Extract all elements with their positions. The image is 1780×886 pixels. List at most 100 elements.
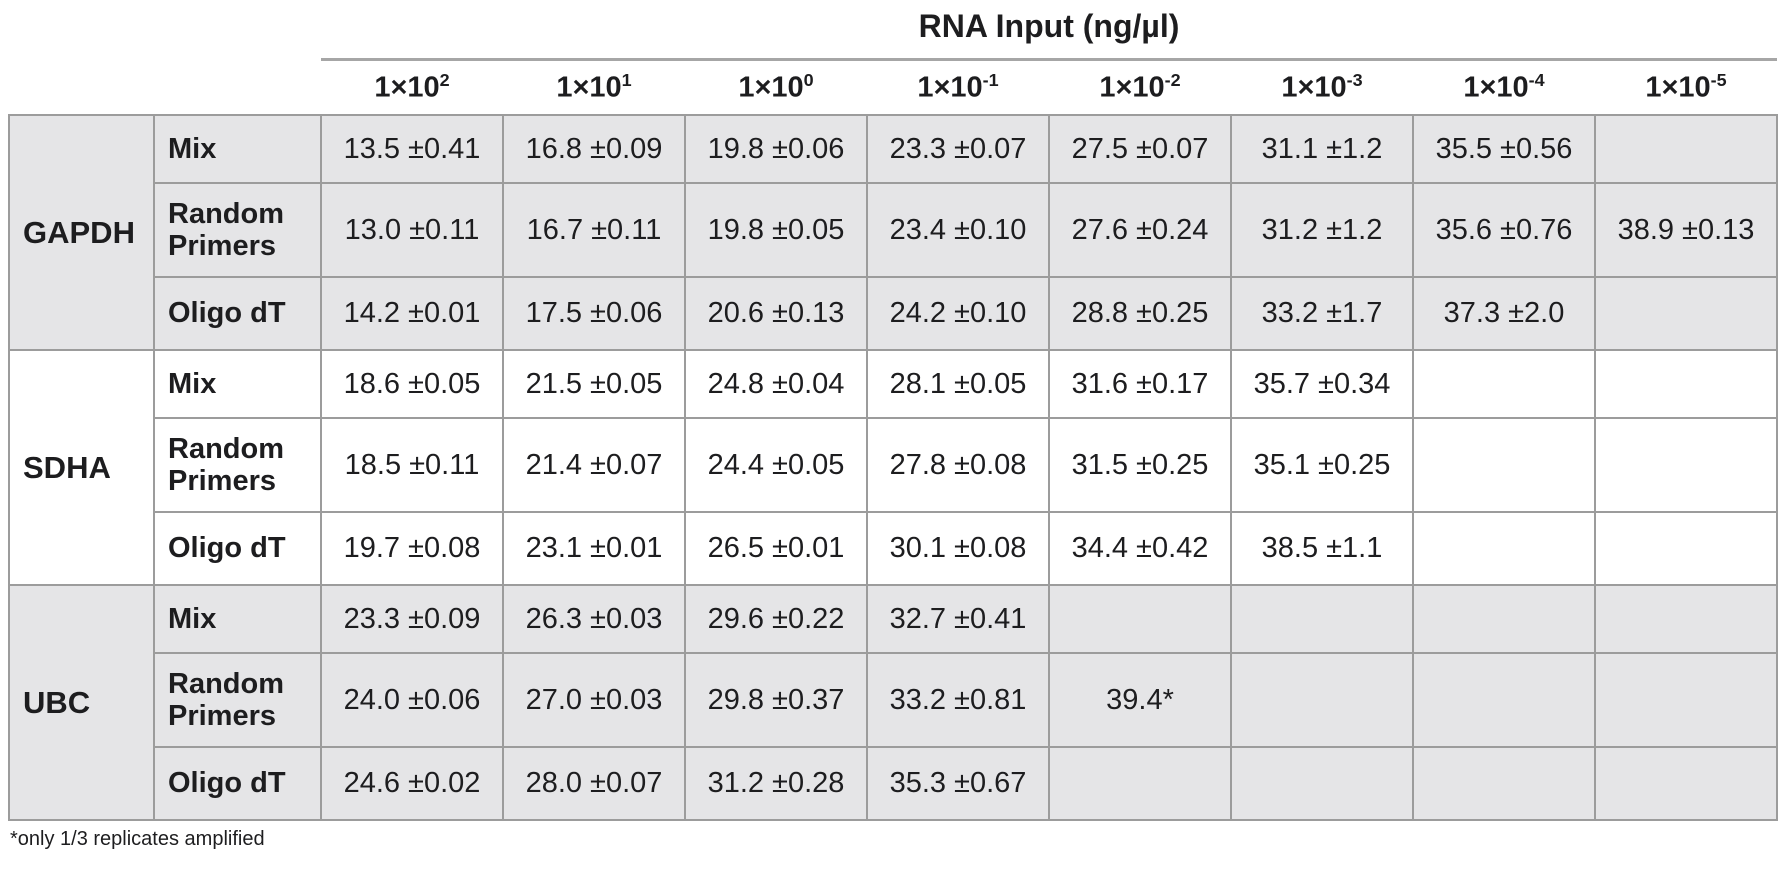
cq-cell: 23.3 ±0.07 — [866, 114, 1050, 184]
table-row-ubc-mix: UBC Mix 23.3 ±0.09 26.3 ±0.03 29.6 ±0.22… — [8, 584, 1778, 821]
cq-cell: 19.8 ±0.05 — [684, 182, 868, 278]
cq-cell: 24.0 ±0.06 — [320, 652, 504, 748]
corner-spacer — [9, 4, 321, 115]
cq-cell: 31.6 ±0.17 — [1048, 349, 1232, 419]
cq-table: RNA Input (ng/µl) 1×102 1×101 1×100 1×10… — [8, 4, 1778, 821]
table-row-ubc-random-primers: Random Primers 24.0 ±0.06 27.0 ±0.03 29.… — [9, 652, 1778, 748]
table-row-gapdh-oligo-dt: Oligo dT 14.2 ±0.01 17.5 ±0.06 20.6 ±0.1… — [9, 276, 1778, 351]
cq-cell: 28.0 ±0.07 — [502, 746, 686, 821]
cq-cell: 24.6 ±0.02 — [320, 746, 504, 821]
gene-label-sdha: SDHA — [8, 349, 155, 586]
cq-cell — [1594, 746, 1778, 821]
cq-cell: 27.0 ±0.03 — [502, 652, 686, 748]
table-row-sdha-mix: SDHA Mix 18.6 ±0.05 21.5 ±0.05 24.8 ±0.0… — [8, 349, 1778, 586]
method-label: Oligo dT — [153, 276, 322, 351]
column-header-exponent: 1 — [621, 69, 632, 90]
cq-cell — [1412, 584, 1596, 654]
column-header-base: 1×10 — [556, 71, 622, 104]
cq-cell — [1594, 584, 1778, 654]
column-header-exponent: -2 — [1164, 69, 1181, 90]
cq-cell: 23.1 ±0.01 — [502, 511, 686, 586]
column-header-exponent: -1 — [982, 69, 999, 90]
column-header: 1×10-2 — [1049, 59, 1231, 115]
cq-cell — [1412, 511, 1596, 586]
cq-cell: 31.1 ±1.2 — [1230, 114, 1414, 184]
cq-cell: 21.5 ±0.05 — [502, 349, 686, 419]
column-header: 1×101 — [503, 59, 685, 115]
cq-cell: 31.2 ±1.2 — [1230, 182, 1414, 278]
column-header-exponent: 0 — [803, 69, 814, 90]
method-label: Random Primers — [153, 417, 322, 513]
cq-cell: 31.2 ±0.28 — [684, 746, 868, 821]
table-title: RNA Input (ng/µl) — [321, 4, 1777, 61]
cq-cell: 35.3 ±0.67 — [866, 746, 1050, 821]
cq-cell: 32.7 ±0.41 — [866, 584, 1050, 654]
cq-cell: 16.7 ±0.11 — [502, 182, 686, 278]
cq-cell: 37.3 ±2.0 — [1412, 276, 1596, 351]
column-header-exponent: -3 — [1346, 69, 1363, 90]
cq-cell: 23.4 ±0.10 — [866, 182, 1050, 278]
cq-cell — [1594, 349, 1778, 419]
column-header-base: 1×10 — [1645, 71, 1711, 104]
cq-cell: 17.5 ±0.06 — [502, 276, 686, 351]
column-header-base: 1×10 — [738, 71, 804, 104]
cq-cell: 38.9 ±0.13 — [1594, 182, 1778, 278]
column-header-exponent: 2 — [439, 69, 450, 90]
column-header-exponent: -5 — [1710, 69, 1727, 90]
column-header-base: 1×10 — [1099, 71, 1165, 104]
cq-cell: 14.2 ±0.01 — [320, 276, 504, 351]
cq-cell — [1594, 276, 1778, 351]
cq-cell: 39.4* — [1048, 652, 1232, 748]
column-header-base: 1×10 — [1463, 71, 1529, 104]
cq-cell: 24.2 ±0.10 — [866, 276, 1050, 351]
cq-cell — [1594, 652, 1778, 748]
cq-cell: 30.1 ±0.08 — [866, 511, 1050, 586]
column-header: 1×102 — [321, 59, 503, 115]
cq-cell: 35.7 ±0.34 — [1230, 349, 1414, 419]
cq-cell: 13.0 ±0.11 — [320, 182, 504, 278]
cq-cell: 28.1 ±0.05 — [866, 349, 1050, 419]
cq-cell: 28.8 ±0.25 — [1048, 276, 1232, 351]
footnote: *only 1/3 replicates amplified — [10, 828, 265, 850]
cq-cell — [1594, 114, 1778, 184]
cq-cell: 16.8 ±0.09 — [502, 114, 686, 184]
table-row-gapdh-mix: GAPDH Mix 13.5 ±0.41 16.8 ±0.09 19.8 ±0.… — [8, 114, 1778, 351]
column-header: 1×10-1 — [867, 59, 1049, 115]
cq-cell — [1412, 652, 1596, 748]
method-label: Mix — [153, 114, 322, 184]
table-row-sdha-oligo-dt: Oligo dT 19.7 ±0.08 23.1 ±0.01 26.5 ±0.0… — [9, 511, 1778, 586]
cq-cell: 33.2 ±0.81 — [866, 652, 1050, 748]
column-header-base: 1×10 — [374, 71, 440, 104]
column-header-exponent: -4 — [1528, 69, 1545, 90]
column-header: 1×10-5 — [1595, 59, 1777, 115]
method-label: Oligo dT — [153, 511, 322, 586]
column-header: 1×10-3 — [1231, 59, 1413, 115]
cq-cell — [1230, 652, 1414, 748]
cq-cell: 19.7 ±0.08 — [320, 511, 504, 586]
cq-cell: 18.6 ±0.05 — [320, 349, 504, 419]
gene-label-gapdh: GAPDH — [8, 114, 155, 351]
title-row: RNA Input (ng/µl) — [9, 4, 1777, 115]
cq-cell: 26.3 ±0.03 — [502, 584, 686, 654]
method-label: Random Primers — [153, 182, 322, 278]
cq-cell: 23.3 ±0.09 — [320, 584, 504, 654]
cq-cell: 27.5 ±0.07 — [1048, 114, 1232, 184]
cq-cell: 13.5 ±0.41 — [320, 114, 504, 184]
cq-cell — [1230, 746, 1414, 821]
cq-cell: 31.5 ±0.25 — [1048, 417, 1232, 513]
cq-cell: 19.8 ±0.06 — [684, 114, 868, 184]
cq-cell — [1412, 417, 1596, 513]
gene-label-ubc: UBC — [8, 584, 155, 821]
cq-cell: 20.6 ±0.13 — [684, 276, 868, 351]
cq-cell: 33.2 ±1.7 — [1230, 276, 1414, 351]
table-row-gapdh-random-primers: Random Primers 13.0 ±0.11 16.7 ±0.11 19.… — [9, 182, 1778, 278]
cq-cell: 21.4 ±0.07 — [502, 417, 686, 513]
cq-cell — [1594, 511, 1778, 586]
method-label: Mix — [153, 584, 322, 654]
table-row-ubc-oligo-dt: Oligo dT 24.6 ±0.02 28.0 ±0.07 31.2 ±0.2… — [9, 746, 1778, 821]
cq-cell: 18.5 ±0.11 — [320, 417, 504, 513]
cq-cell: 29.6 ±0.22 — [684, 584, 868, 654]
cq-cell: 35.5 ±0.56 — [1412, 114, 1596, 184]
cq-cell — [1412, 746, 1596, 821]
